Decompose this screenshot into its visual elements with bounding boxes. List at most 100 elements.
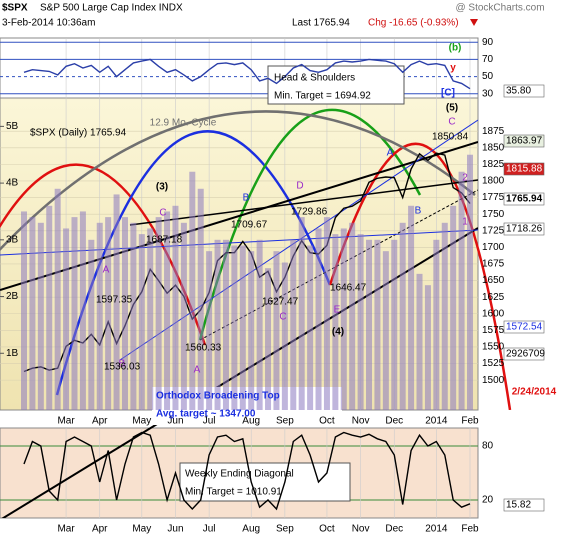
volume-bar [164, 211, 171, 410]
x-tick-label: May [132, 416, 151, 427]
value-box [503, 162, 545, 176]
price-change: Chg -16.65 (-0.93%) [368, 18, 459, 29]
value-box [503, 134, 545, 148]
volume-bar [281, 262, 288, 410]
volume-bar [214, 239, 221, 410]
annotation-box [179, 462, 351, 502]
x-tick-label: Apr [92, 416, 108, 427]
chart-subtitle: S&P 500 Large Cap Index INDX [40, 3, 183, 14]
annotation: 1718.26 [506, 224, 543, 235]
annotation: 1815.88 [506, 164, 543, 175]
volume-bar [172, 205, 179, 410]
y-tick-label: 50 [482, 71, 494, 82]
trend-line [199, 189, 478, 341]
volume-bar [357, 234, 364, 410]
annotation: 2926709 [506, 349, 545, 360]
annotation: 12.9 Mo. Cycle [150, 118, 217, 129]
annotation: 1709.67 [231, 220, 268, 231]
volume-bar [391, 239, 398, 410]
trend-lines [0, 119, 478, 518]
annotation: A [103, 265, 110, 276]
annotation: Weekly Ending Diagonal [185, 469, 294, 480]
trend-line [0, 141, 478, 291]
volume-bar [54, 188, 61, 410]
annotation: 1850.84 [432, 132, 469, 143]
annotation: Avg. target ~ 1347.00 [156, 409, 256, 420]
volume-bar [450, 205, 457, 410]
y-tick-label: 1850 [482, 142, 505, 153]
x-tick-label: Oct [319, 524, 335, 535]
value-box [503, 192, 545, 206]
annotation: B [243, 193, 250, 204]
annotation: 1646.47 [330, 283, 367, 294]
y-tick-label: 1500 [482, 375, 505, 386]
annotation: Min. Target = 1010.91 [185, 487, 282, 498]
volume-bar [180, 222, 187, 410]
channel-line [0, 229, 478, 256]
annotation: 1863.97 [506, 136, 543, 147]
annotation: Min. Target = 1694.92 [274, 91, 371, 102]
legend-entry: $SPX (Daily) 1765.94 [30, 128, 127, 139]
volume-bar [298, 217, 305, 410]
annotation: 2 [462, 173, 468, 184]
volume-bar [147, 228, 154, 410]
y2-tick-label: 5B [6, 121, 19, 132]
rsi-panel [0, 37, 479, 99]
volume-bar [37, 222, 44, 410]
x-tick-label: Dec [385, 524, 403, 535]
value-box [503, 222, 545, 236]
volume-bar [315, 228, 322, 410]
chart-date: 3-Feb-2014 10:36am [2, 18, 95, 29]
x-tick-label: Aug [242, 524, 260, 535]
y-tick-label: 1550 [482, 342, 505, 353]
annotation: B [415, 206, 422, 217]
volume-bar [332, 234, 339, 410]
volume-bar [63, 228, 70, 410]
x-tick-label: May [132, 524, 151, 535]
grid-layer [0, 38, 478, 518]
x-tick-label: Apr [92, 524, 108, 535]
volume-bar [408, 205, 415, 410]
y-tick-label: 1775 [482, 192, 505, 203]
x-tick-label: 2014 [425, 416, 448, 427]
volume-bar [399, 222, 406, 410]
volume-bar [155, 217, 162, 410]
annotation: 1729.86 [291, 207, 328, 218]
annotation: 1536.03 [104, 362, 141, 373]
x-tick-label: Jul [203, 416, 216, 427]
trend-line [1, 227, 478, 518]
x-tick-label: Jul [203, 524, 216, 535]
x-tick-label: Mar [57, 416, 75, 427]
y-tick-label: 1825 [482, 159, 505, 170]
y-tick-label: 90 [482, 37, 494, 48]
volume-bar [467, 154, 473, 410]
y2-tick-label: 3B [6, 234, 19, 245]
annotation: 1572.54 [506, 322, 543, 333]
annotation: E [334, 305, 341, 316]
annotation: 2/24/2014 [512, 387, 557, 398]
volume-bar [239, 245, 246, 410]
y-tick-label: 30 [482, 88, 494, 99]
x-tick-label: Sep [276, 524, 294, 535]
volume-bar [96, 222, 103, 410]
volume-bar [374, 239, 381, 410]
annotation: 15.82 [506, 500, 531, 511]
volume-bar [458, 171, 465, 410]
volume-bar [189, 171, 196, 410]
x-tick-label: Nov [352, 524, 370, 535]
y-tick-label: 1625 [482, 292, 505, 303]
annotation: (4) [332, 327, 344, 338]
annotation: Head & Shoulders [274, 73, 355, 84]
x-tick-label: Jun [167, 416, 183, 427]
volume-bar [340, 228, 347, 410]
annotation: D [296, 181, 303, 192]
y-tick-label: 1575 [482, 325, 505, 336]
annotation: 1597.35 [96, 295, 133, 306]
volume-bar [416, 273, 423, 410]
x-tick-label: Nov [352, 416, 370, 427]
last-price: Last 1765.94 [292, 18, 350, 29]
volume-bar [349, 222, 356, 410]
volume-bar [105, 217, 112, 410]
annotation: C [159, 208, 166, 219]
annotation: (5) [446, 103, 458, 114]
